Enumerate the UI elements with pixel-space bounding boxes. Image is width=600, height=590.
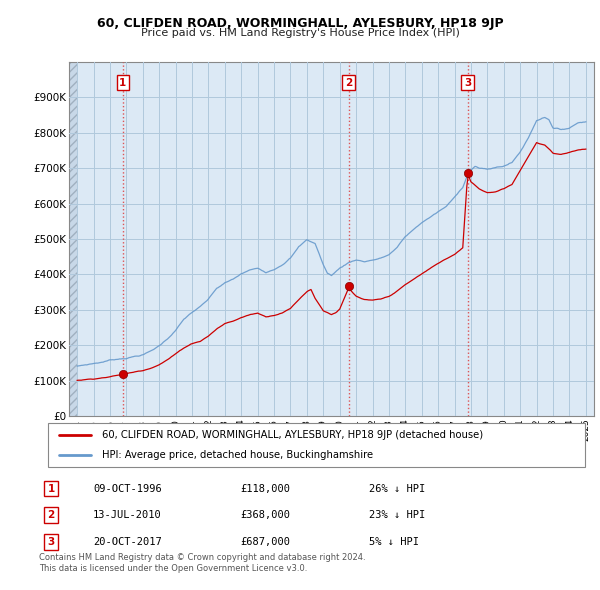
Text: 26% ↓ HPI: 26% ↓ HPI [369, 484, 425, 493]
Text: 3: 3 [464, 78, 471, 88]
Text: 60, CLIFDEN ROAD, WORMINGHALL, AYLESBURY, HP18 9JP: 60, CLIFDEN ROAD, WORMINGHALL, AYLESBURY… [97, 17, 503, 30]
Text: 2: 2 [345, 78, 352, 88]
Text: 23% ↓ HPI: 23% ↓ HPI [369, 510, 425, 520]
Bar [69, 62, 77, 416]
Text: £118,000: £118,000 [240, 484, 290, 493]
FancyBboxPatch shape [48, 423, 585, 467]
Text: HPI: Average price, detached house, Buckinghamshire: HPI: Average price, detached house, Buck… [102, 450, 373, 460]
Text: £687,000: £687,000 [240, 537, 290, 546]
Text: 3: 3 [47, 537, 55, 546]
Text: 09-OCT-1996: 09-OCT-1996 [93, 484, 162, 493]
Text: 5% ↓ HPI: 5% ↓ HPI [369, 537, 419, 546]
Text: £368,000: £368,000 [240, 510, 290, 520]
Text: 2: 2 [47, 510, 55, 520]
Text: Contains HM Land Registry data © Crown copyright and database right 2024.: Contains HM Land Registry data © Crown c… [39, 553, 365, 562]
Text: 1: 1 [119, 78, 127, 88]
Text: 1: 1 [47, 484, 55, 493]
Text: Price paid vs. HM Land Registry's House Price Index (HPI): Price paid vs. HM Land Registry's House … [140, 28, 460, 38]
Text: 13-JUL-2010: 13-JUL-2010 [93, 510, 162, 520]
Text: This data is licensed under the Open Government Licence v3.0.: This data is licensed under the Open Gov… [39, 565, 307, 573]
Text: 60, CLIFDEN ROAD, WORMINGHALL, AYLESBURY, HP18 9JP (detached house): 60, CLIFDEN ROAD, WORMINGHALL, AYLESBURY… [102, 430, 483, 440]
Text: 20-OCT-2017: 20-OCT-2017 [93, 537, 162, 546]
